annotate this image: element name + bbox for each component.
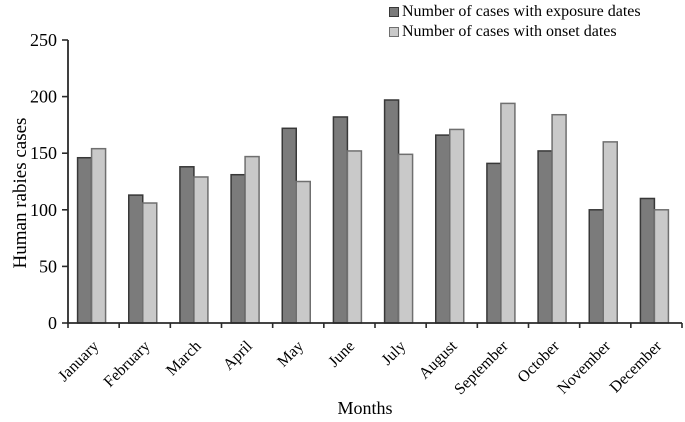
bar-september-exposure: [486, 162, 502, 324]
bar-october-onset: [551, 113, 567, 324]
y-tick-label: 200: [30, 87, 57, 107]
x-tick-label: January: [55, 338, 102, 385]
legend-label-onset: Number of cases with onset dates: [402, 23, 617, 40]
bar-august-exposure: [435, 134, 451, 324]
x-tick-label: September: [451, 337, 512, 398]
x-tick-label: February: [101, 338, 154, 391]
legend: Number of cases with exposure dates Numb…: [389, 2, 641, 41]
x-tick-label: May: [274, 338, 307, 371]
x-tick-label: December: [607, 337, 666, 396]
bar-august-onset: [449, 128, 465, 324]
bar-may-exposure: [281, 127, 297, 324]
y-axis-title: Human rabies cases: [10, 117, 31, 269]
bar-may-onset: [295, 180, 311, 324]
bar-february-onset: [142, 202, 158, 324]
x-tick-label: November: [554, 337, 614, 397]
bar-april-exposure: [230, 173, 246, 324]
y-tick-label: 150: [30, 143, 57, 163]
y-tick-label: 50: [39, 256, 57, 276]
bar-november-onset: [602, 141, 618, 324]
bar-march-onset: [193, 176, 209, 324]
legend-label-exposure: Number of cases with exposure dates: [402, 3, 641, 20]
bar-june-exposure: [332, 116, 349, 324]
x-tick-label: April: [220, 337, 256, 373]
bar-december-exposure: [639, 197, 656, 324]
legend-item-exposure: Number of cases with exposure dates: [389, 2, 641, 21]
bar-june-onset: [346, 150, 363, 324]
x-tick-label: August: [416, 337, 461, 382]
bar-march-exposure: [179, 166, 195, 324]
bar-october-exposure: [537, 150, 553, 324]
legend-swatch-exposure-icon: [389, 6, 399, 17]
bar-january-onset: [90, 147, 107, 324]
y-tick-label: 100: [30, 200, 57, 220]
x-tick-label: October: [514, 337, 563, 386]
bar-april-onset: [244, 155, 260, 324]
y-tick-label: 0: [48, 313, 57, 333]
legend-item-onset: Number of cases with onset dates: [389, 22, 641, 41]
bar-november-exposure: [588, 209, 604, 324]
bar-january-exposure: [76, 156, 93, 324]
bar-july-exposure: [383, 99, 400, 324]
x-tick-label: July: [379, 338, 410, 369]
x-tick-label: June: [325, 338, 358, 371]
x-tick-label: March: [163, 338, 205, 380]
bar-september-onset: [500, 102, 516, 324]
bar-february-exposure: [128, 194, 144, 324]
bar-december-onset: [653, 209, 670, 324]
bar-july-onset: [397, 153, 414, 324]
y-tick-label: 250: [30, 30, 57, 50]
x-axis-title: Months: [337, 398, 393, 418]
legend-swatch-onset-icon: [389, 26, 399, 37]
